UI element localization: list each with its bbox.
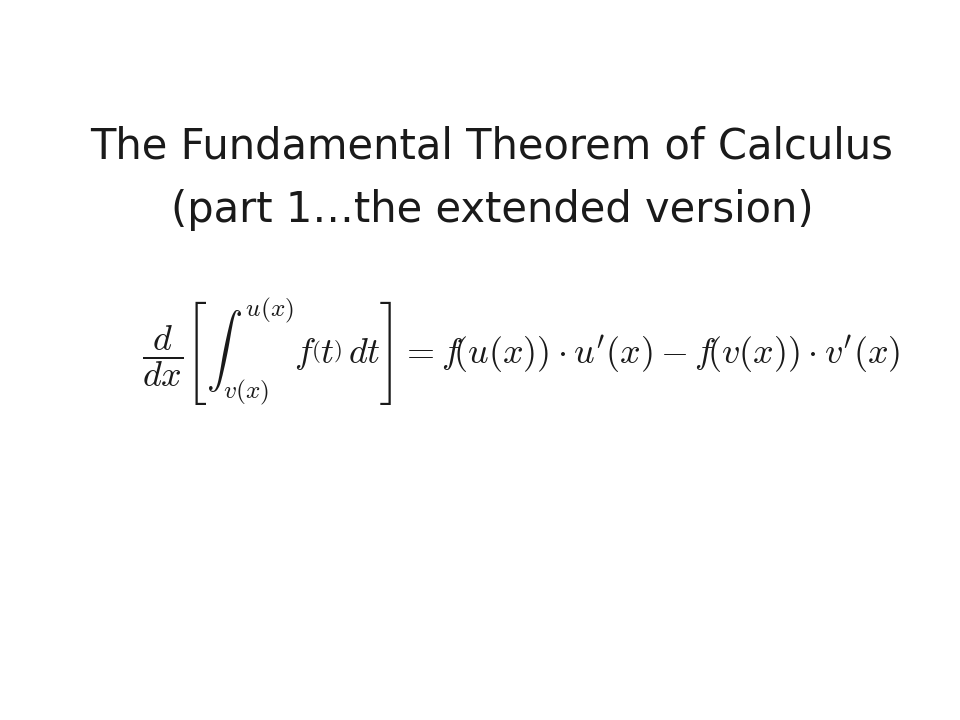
Text: (part 1…the extended version): (part 1…the extended version): [171, 189, 813, 231]
Text: The Fundamental Theorem of Calculus: The Fundamental Theorem of Calculus: [90, 125, 894, 167]
Text: $\dfrac{d}{dx}\left[\int_{v(x)}^{u(x)} f\left(t\right)\,dt\right]= f\!\left(u(x): $\dfrac{d}{dx}\left[\int_{v(x)}^{u(x)} f…: [142, 297, 900, 408]
